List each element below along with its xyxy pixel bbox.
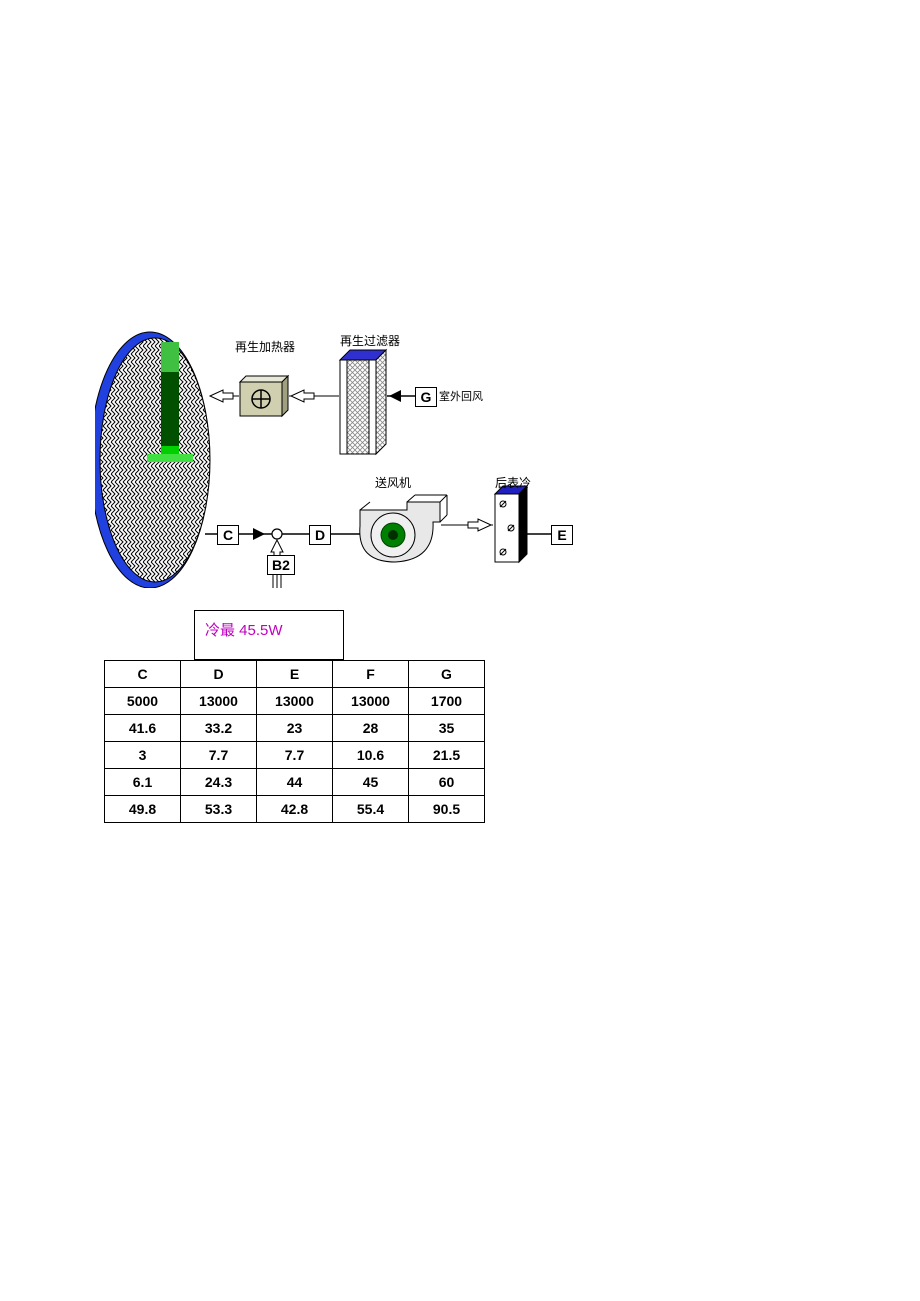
cell: 53.3 [181,796,257,823]
node-d-box: D [309,525,331,545]
cell: 3 [105,742,181,769]
col-c: C [105,661,181,688]
cell: 13000 [181,688,257,715]
table-row: 41.6 33.2 23 28 35 [105,715,485,742]
table-row: 5000 13000 13000 13000 1700 [105,688,485,715]
cell: 45 [333,769,409,796]
cell: 28 [333,715,409,742]
table-caption-box: 冷最 45.5W [194,610,344,660]
table-caption: 冷最 45.5W [205,622,283,639]
col-d: D [181,661,257,688]
supply-fan-label: 送风机 [375,474,411,491]
node-e-box: E [551,525,573,545]
table-header-row: C D E F G [105,661,485,688]
cell: 35 [409,715,485,742]
cell: 1700 [409,688,485,715]
cell: 7.7 [181,742,257,769]
cell: 60 [409,769,485,796]
cell: 21.5 [409,742,485,769]
node-b2-box: B2 [267,555,295,575]
table-row: 6.1 24.3 44 45 60 [105,769,485,796]
supply-fan-shape [360,495,447,562]
table-row: 3 7.7 7.7 10.6 21.5 [105,742,485,769]
cell: 24.3 [181,769,257,796]
node-g-box: G [415,387,437,407]
cell: 55.4 [333,796,409,823]
regen-heater-label: 再生加热器 [235,338,295,355]
post-cooler-shape [495,486,527,562]
table-row: 49.8 53.3 42.8 55.4 90.5 [105,796,485,823]
hvac-schematic: 再生加热器 再生过滤器 室外回风 送风机 后表冷 G C D E B2 [95,330,605,588]
cell: 23 [257,715,333,742]
cell: 5000 [105,688,181,715]
diagram-svg [95,330,605,588]
col-e: E [257,661,333,688]
post-cooler-label: 后表冷 [495,474,531,491]
cell: 13000 [333,688,409,715]
cell: 7.7 [257,742,333,769]
cell: 33.2 [181,715,257,742]
cell: 13000 [257,688,333,715]
cell: 6.1 [105,769,181,796]
cell: 44 [257,769,333,796]
outdoor-return-label: 室外回风 [439,388,483,404]
regen-filter-shape [340,350,386,454]
data-table: C D E F G 5000 13000 13000 13000 1700 41… [104,660,485,823]
cell: 49.8 [105,796,181,823]
col-g: G [409,661,485,688]
cell: 90.5 [409,796,485,823]
cell: 42.8 [257,796,333,823]
cell: 10.6 [333,742,409,769]
regen-heater-shape [240,376,288,416]
table-body: 5000 13000 13000 13000 1700 41.6 33.2 23… [105,688,485,823]
cell: 41.6 [105,715,181,742]
col-f: F [333,661,409,688]
node-c-box: C [217,525,239,545]
regen-filter-label: 再生过滤器 [340,332,400,349]
